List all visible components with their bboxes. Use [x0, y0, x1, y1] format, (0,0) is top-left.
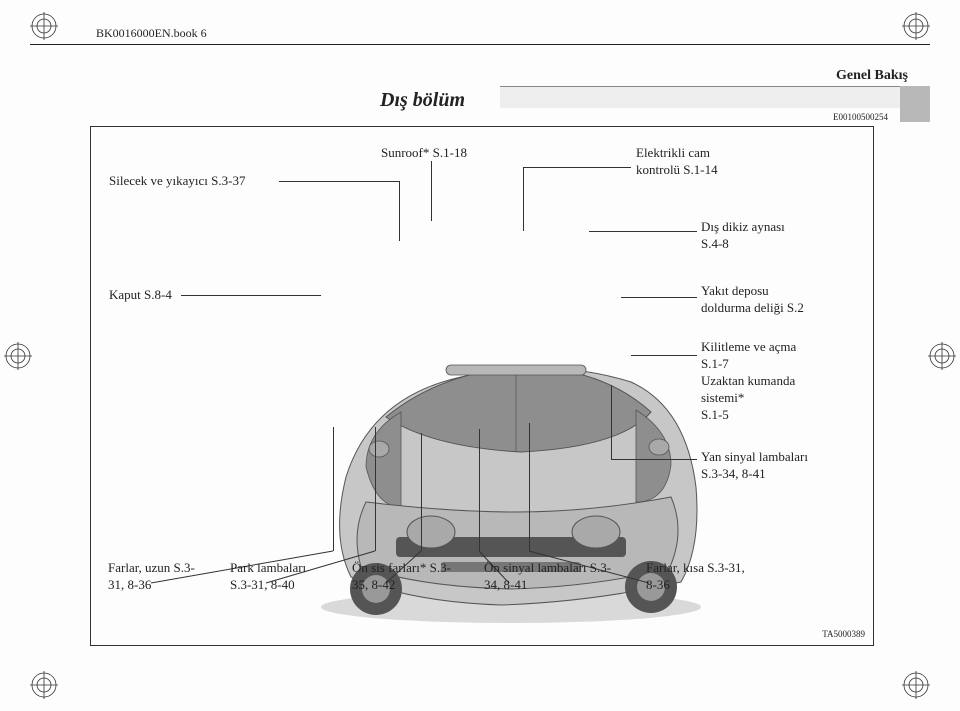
section-tab: [900, 86, 930, 122]
label-wipers: Silecek ve yıkayıcı S.3-37: [109, 173, 279, 190]
reg-mark-br: [902, 671, 930, 699]
book-ref: BK0016000EN.book 6: [96, 26, 207, 41]
reg-mark-tr: [902, 12, 930, 40]
leader-sunroof: [431, 161, 432, 221]
leader-bonnet: [181, 295, 321, 296]
reg-mark-bl: [30, 671, 58, 699]
reg-mark-tl: [30, 12, 58, 40]
label-fuel: Yakıt deposu doldurma deliği S.2: [701, 283, 861, 317]
label-park-lights: Park lambaları S.3-31, 8-40: [230, 560, 330, 594]
leader-window-h: [523, 167, 631, 168]
page-title: Dış bölüm: [380, 89, 465, 112]
leader-b2: [375, 427, 376, 551]
label-bonnet: Kaput S.8-4: [109, 287, 172, 304]
leader-sidesig-v: [611, 385, 612, 459]
label-window-ctrl: Elektrikli cam kontrolü S.1-14: [636, 145, 796, 179]
header-rule: [30, 44, 930, 45]
label-side-mirror: Dış dikiz aynası S.4-8: [701, 219, 851, 253]
label-headlight-low: Farlar, kısa S.3-31, 8-36: [646, 560, 756, 594]
leader-b1: [333, 427, 334, 551]
leader-fuel: [621, 297, 697, 298]
section-header: Genel Bakış: [836, 68, 908, 84]
label-front-signal: Ön sinyal lambaları S.3-34, 8-41: [484, 560, 624, 594]
label-headlight-high: Farlar, uzun S.3-31, 8-36: [108, 560, 208, 594]
leader-window-v: [523, 167, 524, 231]
label-lock: Kilitleme ve açma S.1-7 Uzaktan kumanda …: [701, 339, 861, 423]
leader-sidesig-h: [611, 459, 697, 460]
leader-wipers-v: [399, 181, 400, 241]
leader-b5: [529, 423, 530, 551]
leader-b3: [421, 433, 422, 551]
reg-mark-ml: [4, 342, 32, 370]
label-fog-lights: Ön sis farları* S.3-35, 8-42: [352, 560, 462, 594]
bottom-labels: Farlar, uzun S.3-31, 8-36 Park lambaları…: [108, 560, 882, 594]
leader-lock: [631, 355, 697, 356]
leader-wipers: [279, 181, 399, 182]
page-root: BK0016000EN.book 6 Genel Bakış Dış bölüm…: [0, 0, 960, 711]
reg-mark-mr: [928, 342, 956, 370]
leader-mirror: [589, 231, 697, 232]
label-sunroof: Sunroof* S.1-18: [381, 145, 467, 162]
label-side-signal: Yan sinyal lambaları S.3-34, 8-41: [701, 449, 861, 483]
ta-code: TA5000389: [822, 629, 865, 639]
title-bar: [500, 86, 900, 108]
doc-code: E00100500254: [833, 112, 888, 122]
leader-b4: [479, 429, 480, 551]
